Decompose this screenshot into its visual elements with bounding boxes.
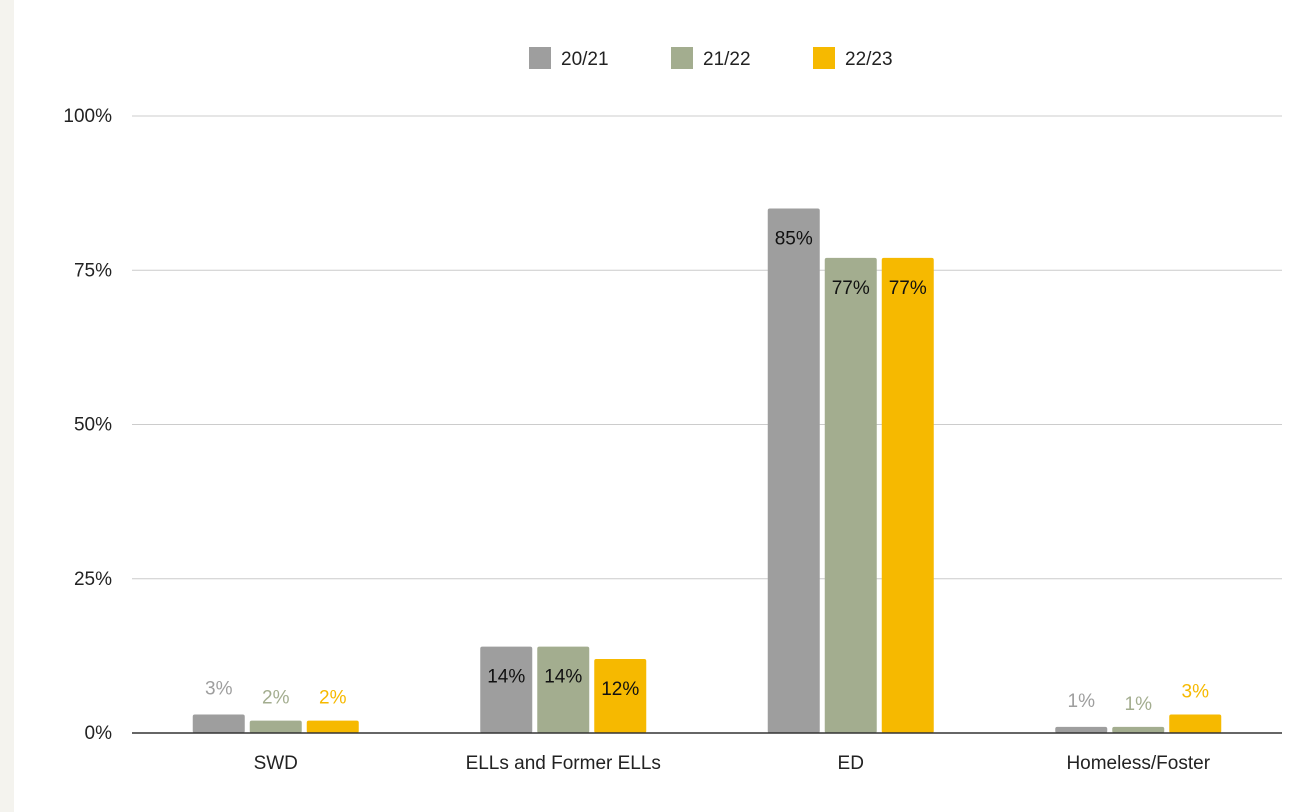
bar bbox=[480, 646, 533, 733]
y-tick-label: 100% bbox=[63, 106, 112, 127]
data-label: 3% bbox=[1182, 681, 1210, 702]
data-label: 12% bbox=[601, 679, 639, 700]
legend-swatch bbox=[813, 47, 835, 69]
data-label: 1% bbox=[1125, 694, 1153, 715]
x-tick-label: ELLs and Former ELLs bbox=[466, 753, 661, 774]
y-tick-label: 0% bbox=[85, 723, 113, 744]
bar bbox=[192, 714, 245, 733]
y-tick-label: 75% bbox=[74, 260, 112, 281]
data-label: 14% bbox=[487, 667, 525, 688]
data-label: 3% bbox=[205, 678, 233, 699]
x-tick-label: SWD bbox=[254, 753, 298, 774]
legend-label: 22/23 bbox=[845, 49, 893, 70]
data-label: 77% bbox=[832, 278, 870, 299]
data-label: 2% bbox=[262, 688, 290, 709]
bar bbox=[824, 257, 877, 733]
bar bbox=[1112, 726, 1165, 733]
bar bbox=[1169, 714, 1222, 733]
bar bbox=[306, 720, 359, 733]
bar-chart: 0% 25% 50% 75% 100% 3% 2% 2% SWD 14% 14% 12% ELLs an… bbox=[63, 47, 1282, 774]
data-label: 14% bbox=[544, 667, 582, 688]
bar bbox=[249, 720, 302, 733]
bar bbox=[767, 208, 820, 734]
data-label: 2% bbox=[319, 688, 347, 709]
legend-swatch bbox=[529, 47, 551, 69]
bar bbox=[594, 658, 647, 733]
legend-swatch bbox=[671, 47, 693, 69]
bar bbox=[537, 646, 590, 733]
data-label: 77% bbox=[889, 278, 927, 299]
data-label: 1% bbox=[1068, 691, 1096, 712]
chart-panel: 0% 25% 50% 75% 100% 3% 2% 2% SWD 14% 14% 12% ELLs an… bbox=[14, 0, 1312, 812]
x-tick-label: ED bbox=[838, 753, 864, 774]
y-tick-label: 25% bbox=[74, 569, 112, 590]
data-label: 85% bbox=[775, 229, 813, 250]
bar bbox=[1055, 726, 1108, 733]
legend-label: 20/21 bbox=[561, 49, 609, 70]
x-tick-label: Homeless/Foster bbox=[1066, 753, 1210, 774]
y-tick-label: 50% bbox=[74, 415, 112, 436]
bar bbox=[881, 257, 934, 733]
legend-label: 21/22 bbox=[703, 49, 751, 70]
